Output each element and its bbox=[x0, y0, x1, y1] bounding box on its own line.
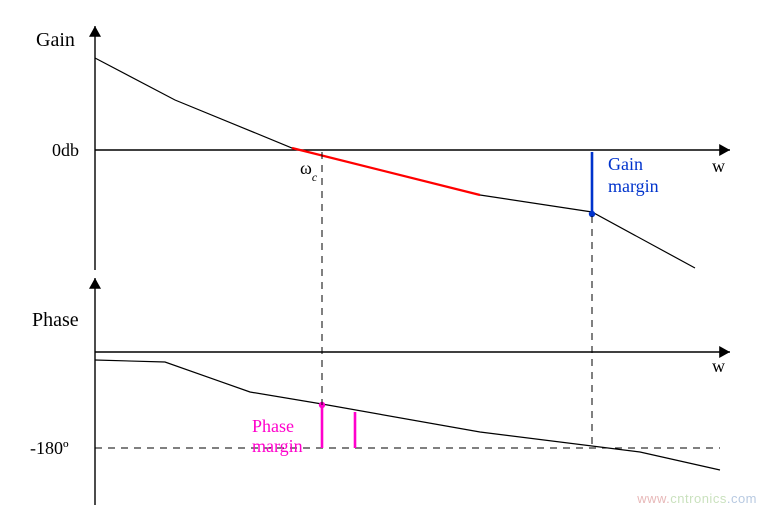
gain-curve bbox=[95, 58, 695, 268]
gain-w-label: w bbox=[712, 156, 725, 176]
gain-crossover-segment bbox=[292, 148, 480, 195]
watermark-part-3: .com bbox=[727, 491, 757, 506]
gain-title: Gain bbox=[36, 29, 75, 51]
phase-margin-label-1: Phase bbox=[252, 416, 294, 436]
zero-db-label: 0db bbox=[52, 140, 79, 160]
phase-title: Phase bbox=[32, 309, 79, 331]
watermark-part-2: cntronics bbox=[670, 491, 727, 506]
phase-curve bbox=[95, 360, 720, 470]
gain-margin-label-2: margin bbox=[608, 176, 659, 196]
gain-margin-label-1: Gain bbox=[608, 154, 643, 174]
wc-label: ωc bbox=[300, 158, 318, 184]
watermark: www.cntronics.com bbox=[637, 491, 757, 506]
neg180-label: -180º bbox=[30, 438, 69, 458]
phase-w-label: w bbox=[712, 356, 725, 376]
phase-margin-label-2: margin bbox=[252, 436, 303, 456]
watermark-part-1: www. bbox=[637, 491, 670, 506]
